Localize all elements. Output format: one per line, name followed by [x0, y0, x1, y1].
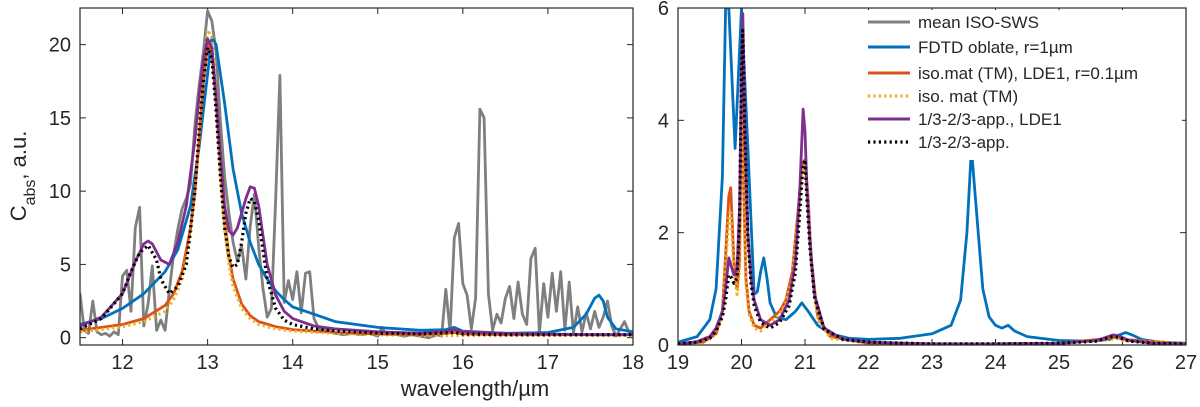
x-tick-label: 17: [537, 352, 559, 374]
y-tick-label: 2: [658, 223, 669, 245]
x-tick-label: 12: [111, 352, 133, 374]
x-tick-label: 25: [1048, 352, 1070, 374]
x-tick-label: 23: [921, 352, 943, 374]
legend-entry-iso-mat-lde1: iso.mat (TM), LDE1, r=0.1µm: [868, 64, 1138, 83]
x-tick-label: 20: [730, 352, 752, 374]
series-line-app-lde1: [678, 12, 1186, 345]
legend-label-app: 1/3-2/3-app.: [918, 133, 1010, 152]
x-tick-label: 16: [452, 352, 474, 374]
series-line-fdtd: [678, 8, 1186, 345]
legend-entry-app: 1/3-2/3-app.: [868, 133, 1010, 152]
y-tick-label: 15: [49, 108, 71, 130]
legend-label-app-lde1: 1/3-2/3-app., LDE1: [918, 110, 1062, 129]
left-axes-box: [79, 7, 634, 346]
legend-entry-iso-sws: mean ISO-SWS: [868, 13, 1039, 32]
legend-box: [860, 10, 1182, 160]
legend-label-iso-mat: iso. mat (TM): [918, 87, 1018, 106]
y-tick-label: 10: [49, 181, 71, 203]
x-tick-label: 19: [667, 352, 689, 374]
x-tick-label: 13: [196, 352, 218, 374]
legend-entry-app-lde1: 1/3-2/3-app., LDE1: [868, 110, 1062, 129]
x-tick-label: 24: [984, 352, 1006, 374]
y-tick-label: 5: [60, 254, 71, 276]
y-tick-label: 0: [658, 335, 669, 357]
legend-entry-iso-mat: iso. mat (TM): [868, 87, 1018, 106]
legend-entry-fdtd: FDTD oblate, r=1µm: [868, 38, 1073, 57]
legend-label-iso-mat-lde1: iso.mat (TM), LDE1, r=0.1µm: [918, 64, 1138, 83]
series-line-fdtd: [80, 35, 633, 335]
right-axes-box: [677, 7, 1187, 346]
x-tick-label: 21: [794, 352, 816, 374]
y-tick-label: 6: [658, 0, 669, 20]
series-line-app: [678, 28, 1186, 345]
x-tick-label: 18: [622, 352, 644, 374]
x-tick-label: 27: [1175, 352, 1197, 374]
x-tick-label: 14: [282, 352, 304, 374]
left-ticks: [80, 8, 634, 345]
x-tick-label: 22: [857, 352, 879, 374]
legend-label-iso-sws: mean ISO-SWS: [918, 13, 1039, 32]
x-tick-label: 26: [1111, 352, 1133, 374]
series-line-iso-mat: [80, 28, 633, 338]
series-line-iso-mat: [678, 84, 1186, 345]
x-tick-label: 15: [367, 352, 389, 374]
legend-label-fdtd: FDTD oblate, r=1µm: [918, 38, 1073, 57]
y-tick-label: 4: [658, 110, 669, 132]
x-axis-label: wavelength/µm: [400, 376, 549, 401]
y-tick-label: 0: [60, 328, 71, 350]
left-tick-labels: 12 13 14 15 16 17 18 0 5 10 15 20: [49, 35, 644, 374]
y-tick-label: 20: [49, 35, 71, 57]
left-panel: 12 13 14 15 16 17 18 0 5 10 15 20 wavelength/µm Cab…: [6, 7, 644, 401]
legend: mean ISO-SWS FDTD oblate, r=1µm iso.mat …: [860, 10, 1182, 160]
left-plot-area: [80, 8, 633, 345]
y-axis-label: Cabs, a.u.: [6, 131, 39, 222]
left-series-lines: [80, 9, 633, 340]
right-series-lines: [678, 8, 1186, 345]
series-line-app: [80, 45, 633, 337]
